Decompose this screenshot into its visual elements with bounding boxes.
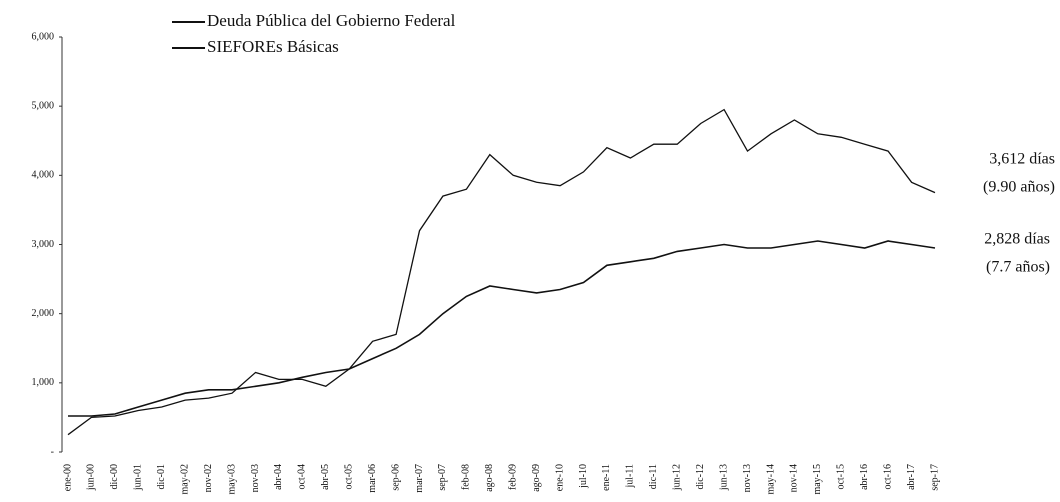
x-tick-label: nov-13 <box>742 464 753 492</box>
x-tick-label: ago-09 <box>531 464 542 492</box>
x-tick-label: oct-15 <box>836 464 847 490</box>
annotation: 2,828 días <box>984 231 1050 248</box>
x-tick-label: abr-16 <box>859 464 870 490</box>
x-tick-label: mar-07 <box>414 464 425 493</box>
x-tick-label: may-02 <box>179 464 190 495</box>
x-tick-label: abr-05 <box>320 464 331 490</box>
y-tick-label: 3,000 <box>32 239 55 250</box>
x-tick-label: jun-01 <box>133 464 144 491</box>
x-tick-label: jun-13 <box>718 464 729 491</box>
x-tick-label: sep-07 <box>437 464 448 491</box>
x-tick-label: nov-14 <box>789 464 800 492</box>
x-tick-label: ago-08 <box>484 464 495 492</box>
x-tick-label: sep-06 <box>390 464 401 491</box>
annotation: (9.90 años) <box>983 179 1055 196</box>
line-series <box>68 240 936 417</box>
x-tick-label: jul-11 <box>625 464 636 489</box>
x-tick-label: may-15 <box>812 464 823 495</box>
x-tick-label: ene-11 <box>601 464 612 491</box>
annotation: (7.7 años) <box>986 259 1050 276</box>
x-tick-label: dic-12 <box>695 464 706 490</box>
y-tick-label: 2,000 <box>32 308 55 319</box>
x-tick-label: abr-17 <box>906 464 917 490</box>
y-tick-label: - <box>51 446 54 457</box>
x-tick-label: nov-02 <box>203 464 214 492</box>
x-tick-label: feb-08 <box>461 464 472 490</box>
x-tick-label: oct-04 <box>297 464 308 490</box>
line-series <box>67 108 936 436</box>
x-tick-label: oct-05 <box>343 464 354 490</box>
x-tick-label: dic-11 <box>648 464 659 489</box>
x-tick-label: abr-04 <box>273 464 284 490</box>
x-tick-label: sep-17 <box>929 464 940 491</box>
y-tick-label: 5,000 <box>32 100 55 111</box>
x-tick-label: jul-10 <box>578 464 589 489</box>
x-tick-label: mar-06 <box>367 464 378 493</box>
y-tick-label: 6,000 <box>32 31 55 42</box>
x-tick-label: jun-00 <box>86 464 97 491</box>
x-tick-label: ene-00 <box>62 464 73 491</box>
x-tick-label: dic-00 <box>109 464 120 490</box>
x-tick-label: oct-16 <box>882 464 893 490</box>
legend-label: Deuda Pública del Gobierno Federal <box>207 11 456 30</box>
x-tick-label: may-03 <box>226 464 237 495</box>
y-tick-label: 4,000 <box>32 170 55 181</box>
x-tick-label: feb-09 <box>508 464 519 490</box>
x-tick-label: jun-12 <box>672 464 683 491</box>
y-tick-label: 1,000 <box>32 377 55 388</box>
x-tick-label: nov-03 <box>250 464 261 492</box>
x-tick-label: ene-10 <box>554 464 565 491</box>
x-tick-label: dic-01 <box>156 464 167 490</box>
legend-label: SIEFOREs Básicas <box>207 37 339 56</box>
annotation: 3,612 días <box>989 151 1055 168</box>
x-tick-label: may-14 <box>765 464 776 495</box>
